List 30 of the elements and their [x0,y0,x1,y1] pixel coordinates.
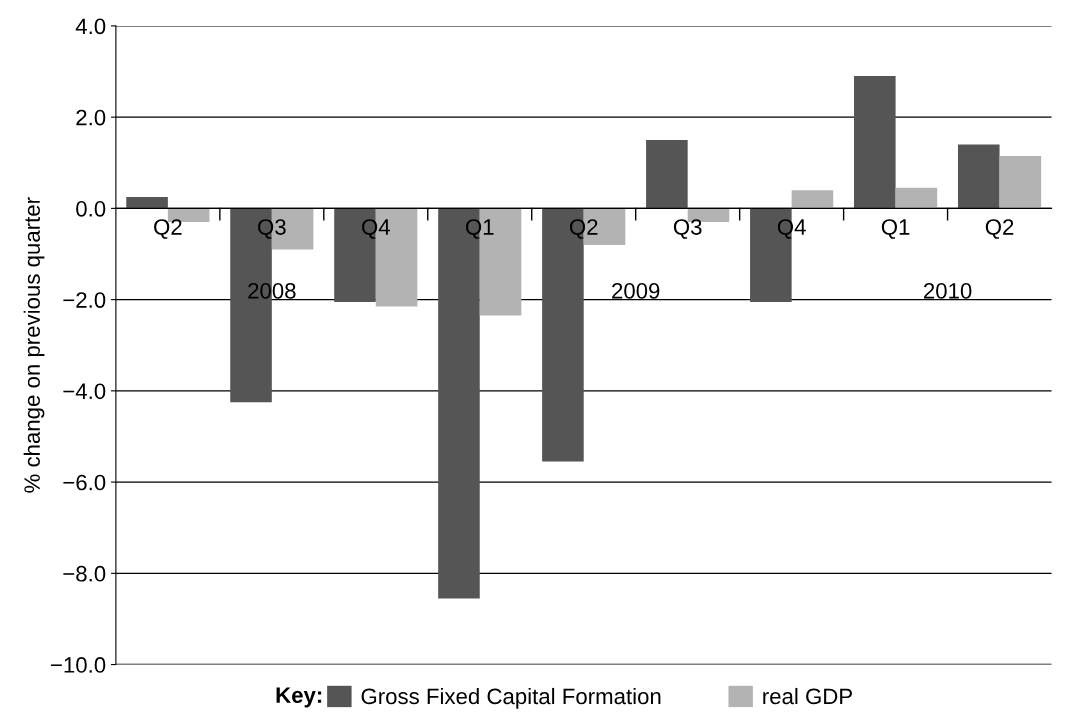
y-axis-title: % change on previous quarter [23,197,45,493]
annotation: 2010 [923,283,972,299]
bar [646,139,688,209]
x-tick-label: Q2 [985,219,1014,239]
x-tick-label: Q2 [569,219,598,239]
bar [999,155,1042,209]
bar [791,190,834,209]
y-tick-label: −6.0 [63,474,106,491]
y-tick-label: −10.0 [51,657,106,673]
bar [854,76,896,209]
y-tick-label: −4.0 [63,383,106,400]
annotation: 2008 [248,283,296,299]
legend-label: real GDP [763,687,852,705]
y-tick-label: −2.0 [63,292,106,308]
y-tick-label: 2.0 [76,109,106,126]
y-tick-label: −8.0 [63,565,106,582]
x-tick-label: Q2 [154,219,182,239]
bar [957,144,1000,209]
annotation: 2009 [612,283,660,299]
x-tick-label: Q3 [258,219,286,239]
y-tick-label: 0.0 [76,200,106,217]
x-tick-label: Q1 [881,219,910,239]
bar [126,196,168,209]
bar [895,187,938,209]
x-tick-label: Q4 [362,219,390,239]
x-tick-label: Q3 [673,219,702,239]
legend-title: Key: [276,687,322,708]
y-tick-label: 4.0 [75,18,106,35]
x-tick-label: Q1 [465,219,494,239]
legend-label: Gross Fixed Capital Formation [361,687,661,709]
